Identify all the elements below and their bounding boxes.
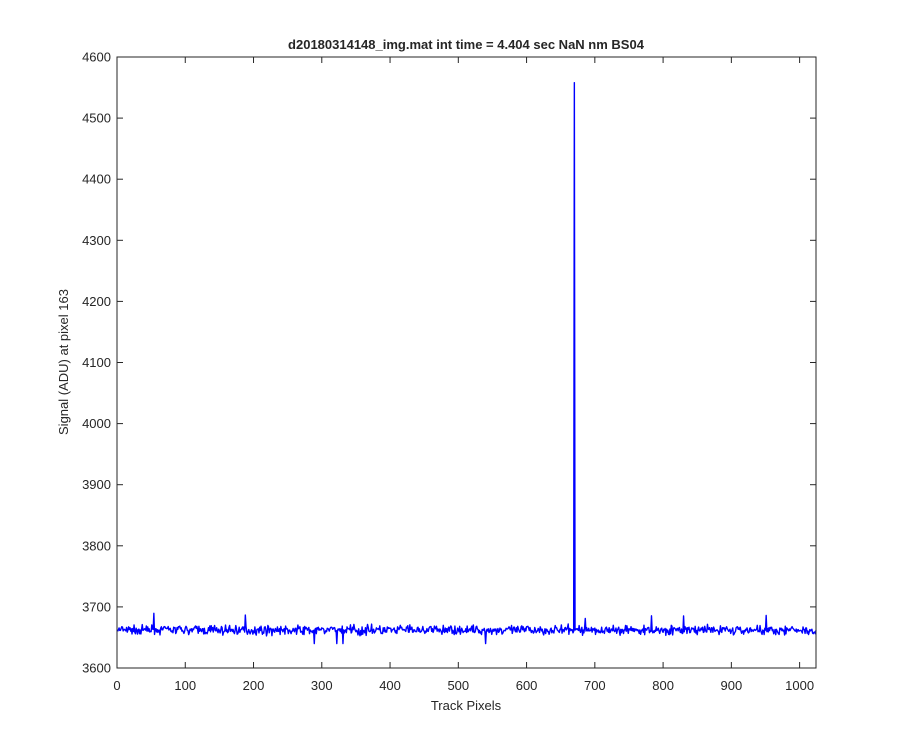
x-tick-label: 100 <box>174 678 196 693</box>
plot-area <box>117 57 816 668</box>
y-axis-label: Signal (ADU) at pixel 163 <box>56 289 71 435</box>
y-tick-label: 4400 <box>82 172 111 187</box>
y-axis-ticks: 3600 3700 3800 3900 4000 4100 4200 4300 4400 4500… <box>82 50 816 676</box>
series-layer <box>117 81 817 645</box>
x-tick-label: 200 <box>243 678 265 693</box>
x-tick-label: 600 <box>516 678 538 693</box>
x-tick-label: 900 <box>721 678 743 693</box>
chart-title: d20180314148_img.mat int time = 4.404 se… <box>288 37 645 52</box>
y-tick-label: 3600 <box>82 661 111 676</box>
y-tick-label: 3900 <box>82 477 111 492</box>
y-tick-label: 4600 <box>82 50 111 65</box>
y-tick-label: 4100 <box>82 355 111 370</box>
y-tick-label: 3700 <box>82 599 111 614</box>
x-tick-label: 500 <box>447 678 469 693</box>
x-axis-ticks: 0 100 200 300 400 500 600 700 800 900 1000 <box>113 57 814 693</box>
y-tick-label: 4300 <box>82 233 111 248</box>
x-tick-label: 300 <box>311 678 333 693</box>
x-tick-label: 0 <box>113 678 120 693</box>
y-tick-label: 4000 <box>82 416 111 431</box>
y-tick-label: 4200 <box>82 294 111 309</box>
x-tick-label: 800 <box>652 678 674 693</box>
x-tick-label: 700 <box>584 678 606 693</box>
x-tick-label: 1000 <box>785 678 814 693</box>
x-axis-label: Track Pixels <box>431 698 502 713</box>
x-tick-label: 400 <box>379 678 401 693</box>
y-tick-label: 4500 <box>82 111 111 126</box>
y-tick-label: 3800 <box>82 538 111 553</box>
signal-line <box>117 81 817 645</box>
